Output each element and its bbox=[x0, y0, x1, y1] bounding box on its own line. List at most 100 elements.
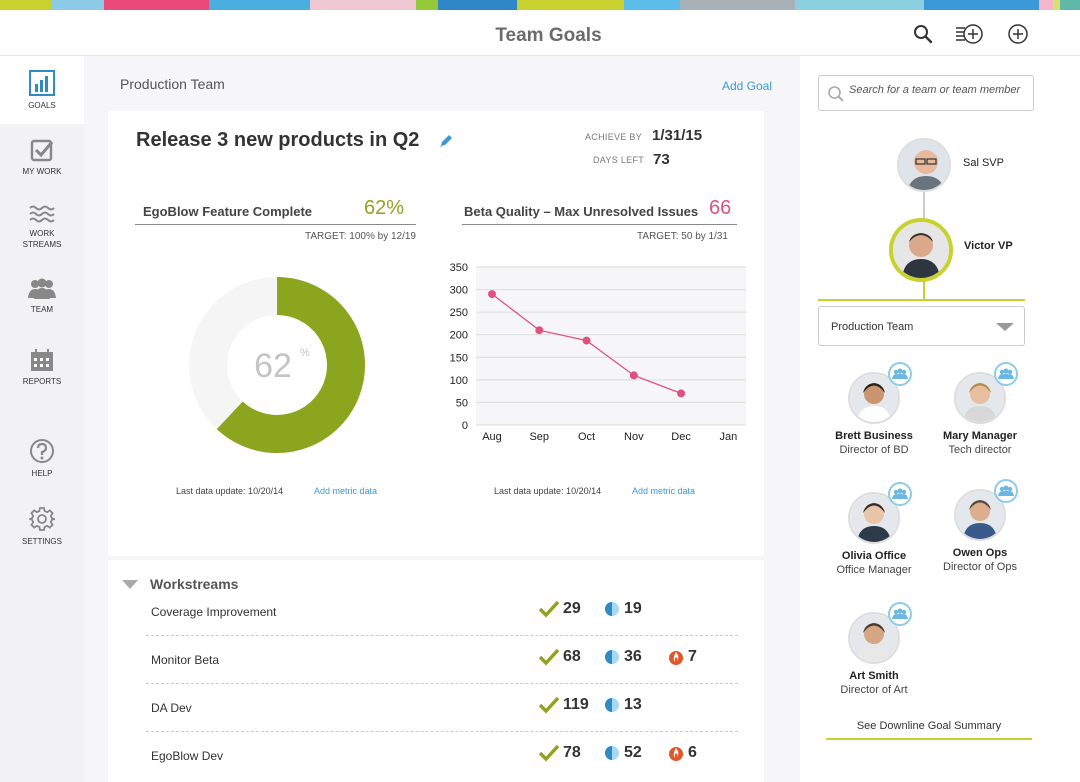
bar-chart-icon bbox=[29, 70, 55, 96]
metric-2-name: Beta Quality – Max Unresolved Issues bbox=[464, 204, 699, 219]
y-tick-label: 250 bbox=[450, 307, 468, 319]
in-progress-count-value: 19 bbox=[624, 600, 642, 617]
top-bar: Team Goals bbox=[0, 10, 1080, 56]
team-badge-icon[interactable] bbox=[888, 362, 912, 386]
avatar[interactable] bbox=[954, 489, 1006, 541]
check-icon bbox=[539, 648, 559, 666]
team-member-card[interactable]: Art Smith Director of Art bbox=[814, 602, 934, 696]
team-heading: Production Team bbox=[120, 76, 225, 92]
team-member-card[interactable]: Brett Business Director of BD bbox=[814, 362, 934, 456]
people-icon bbox=[28, 278, 56, 299]
team-dropdown[interactable]: Production Team bbox=[818, 306, 1025, 346]
main-content: Production Team Add Goal Release 3 new p… bbox=[84, 56, 800, 782]
team-badge-icon[interactable] bbox=[888, 602, 912, 626]
sidebar-item-label: HELP bbox=[31, 469, 53, 478]
in-progress-count: 52 bbox=[604, 744, 642, 762]
x-tick-label: Nov bbox=[624, 431, 644, 443]
issues-count-value: 7 bbox=[688, 648, 697, 665]
avatar[interactable] bbox=[848, 612, 900, 664]
achieve-by-label: ACHIEVE BY bbox=[585, 132, 643, 142]
in-progress-count: 36 bbox=[604, 648, 642, 666]
workstream-name: Coverage Improvement bbox=[151, 605, 277, 619]
in-progress-count-value: 36 bbox=[624, 648, 642, 665]
workstream-row[interactable]: Coverage Improvement 29 19 bbox=[146, 588, 738, 636]
workstreams-panel: Workstreams Coverage Improvement 29 19 Moni… bbox=[108, 560, 764, 782]
sidebar-item-help[interactable]: HELP bbox=[0, 428, 84, 496]
stripe-segment bbox=[438, 0, 517, 10]
avatar[interactable] bbox=[954, 372, 1006, 424]
team-member-card[interactable]: Olivia Office Office Manager bbox=[814, 482, 934, 576]
workstream-name: Monitor Beta bbox=[151, 653, 220, 667]
metric-1-last-update: Last data update: 10/20/14 bbox=[176, 486, 284, 496]
goal-title: Release 3 new products in Q2 bbox=[136, 129, 420, 151]
metric-2-last-update: Last data update: 10/20/14 bbox=[494, 486, 602, 496]
waves-icon bbox=[29, 205, 55, 223]
x-tick-label: Oct bbox=[578, 431, 595, 443]
team-member-card[interactable]: Mary Manager Tech director bbox=[920, 362, 1040, 456]
avatar-victor[interactable] bbox=[889, 218, 953, 282]
stripe-segment bbox=[794, 0, 925, 10]
sidebar-item-my-work[interactable]: MY WORK bbox=[0, 126, 84, 194]
collapse-caret-icon[interactable] bbox=[122, 580, 138, 589]
add-goal-link[interactable]: Add Goal bbox=[721, 79, 772, 93]
stripe-segment bbox=[623, 0, 680, 10]
issues-count-value: 6 bbox=[688, 744, 697, 761]
in-progress-icon bbox=[605, 698, 619, 712]
done-count-value: 78 bbox=[563, 744, 581, 761]
stripe-segment bbox=[415, 0, 439, 10]
member-name: Mary Manager bbox=[943, 430, 1017, 442]
done-count-value: 68 bbox=[563, 648, 581, 665]
sidebar: GOALS MY WORK WORK STREAMS TEAM REPORTS … bbox=[0, 56, 84, 782]
member-name: Olivia Office bbox=[841, 550, 907, 562]
y-tick-label: 0 bbox=[462, 420, 468, 432]
chain-name-victor[interactable]: Victor VP bbox=[964, 240, 1013, 252]
team-search[interactable] bbox=[818, 75, 1034, 111]
stripe-segment bbox=[50, 0, 104, 10]
pencil-icon[interactable] bbox=[438, 133, 454, 154]
done-count-value: 119 bbox=[563, 696, 589, 713]
sidebar-item-team[interactable]: TEAM bbox=[0, 268, 84, 336]
metric-1-add-data-link[interactable]: Add metric data bbox=[314, 486, 378, 496]
sidebar-item-settings[interactable]: SETTINGS bbox=[0, 496, 84, 564]
chain-name-sal[interactable]: Sal SVP bbox=[963, 157, 1004, 169]
selected-team-underline bbox=[818, 299, 1025, 301]
checkbox-icon bbox=[30, 139, 54, 162]
avatar[interactable] bbox=[848, 372, 900, 424]
metric-1-percent: 62% bbox=[364, 197, 405, 219]
team-badge-icon[interactable] bbox=[994, 362, 1018, 386]
team-badge-icon[interactable] bbox=[888, 482, 912, 506]
workstream-row[interactable]: DA Dev 119 13 bbox=[146, 684, 738, 732]
metric-2-add-data-link[interactable]: Add metric data bbox=[632, 486, 696, 496]
add-icon[interactable] bbox=[1006, 22, 1030, 46]
y-tick-label: 100 bbox=[450, 375, 468, 387]
workstreams-title: Workstreams bbox=[150, 576, 239, 592]
avatar[interactable] bbox=[848, 492, 900, 544]
team-member-card[interactable]: Owen Ops Director of Ops bbox=[920, 479, 1040, 573]
metric-1-target: TARGET: 100% by 12/19 bbox=[305, 231, 416, 242]
team-badge-icon[interactable] bbox=[994, 479, 1018, 503]
sidebar-item-label: WORK STREAMS bbox=[22, 229, 62, 249]
days-left-label: DAYS LEFT bbox=[593, 155, 645, 165]
data-point bbox=[677, 389, 686, 398]
data-point bbox=[488, 290, 496, 299]
search-icon[interactable] bbox=[911, 22, 935, 46]
stripe-segment bbox=[924, 0, 1040, 10]
stripe-segment bbox=[1060, 0, 1080, 10]
sidebar-item-work-streams[interactable]: WORK STREAMS bbox=[0, 196, 84, 264]
y-tick-label: 150 bbox=[450, 352, 468, 364]
workstream-row[interactable]: Monitor Beta 68 36 7 bbox=[146, 636, 738, 684]
member-role: Office Manager bbox=[836, 564, 912, 576]
search-input[interactable] bbox=[849, 84, 1029, 96]
add-goal-list-icon[interactable] bbox=[955, 22, 985, 46]
sidebar-item-goals[interactable]: GOALS bbox=[0, 56, 84, 124]
member-role: Director of Ops bbox=[943, 561, 1017, 573]
flame-icon bbox=[669, 651, 683, 665]
search-icon bbox=[828, 86, 844, 102]
avatar-sal[interactable] bbox=[897, 138, 951, 192]
member-name: Owen Ops bbox=[952, 547, 1008, 559]
sidebar-item-reports[interactable]: REPORTS bbox=[0, 338, 84, 406]
x-tick-label: Aug bbox=[482, 431, 502, 443]
workstream-row[interactable]: EgoBlow Dev 78 52 6 bbox=[146, 732, 738, 780]
downline-summary-link[interactable]: See Downline Goal Summary bbox=[826, 720, 1032, 740]
plot-area bbox=[476, 267, 746, 425]
